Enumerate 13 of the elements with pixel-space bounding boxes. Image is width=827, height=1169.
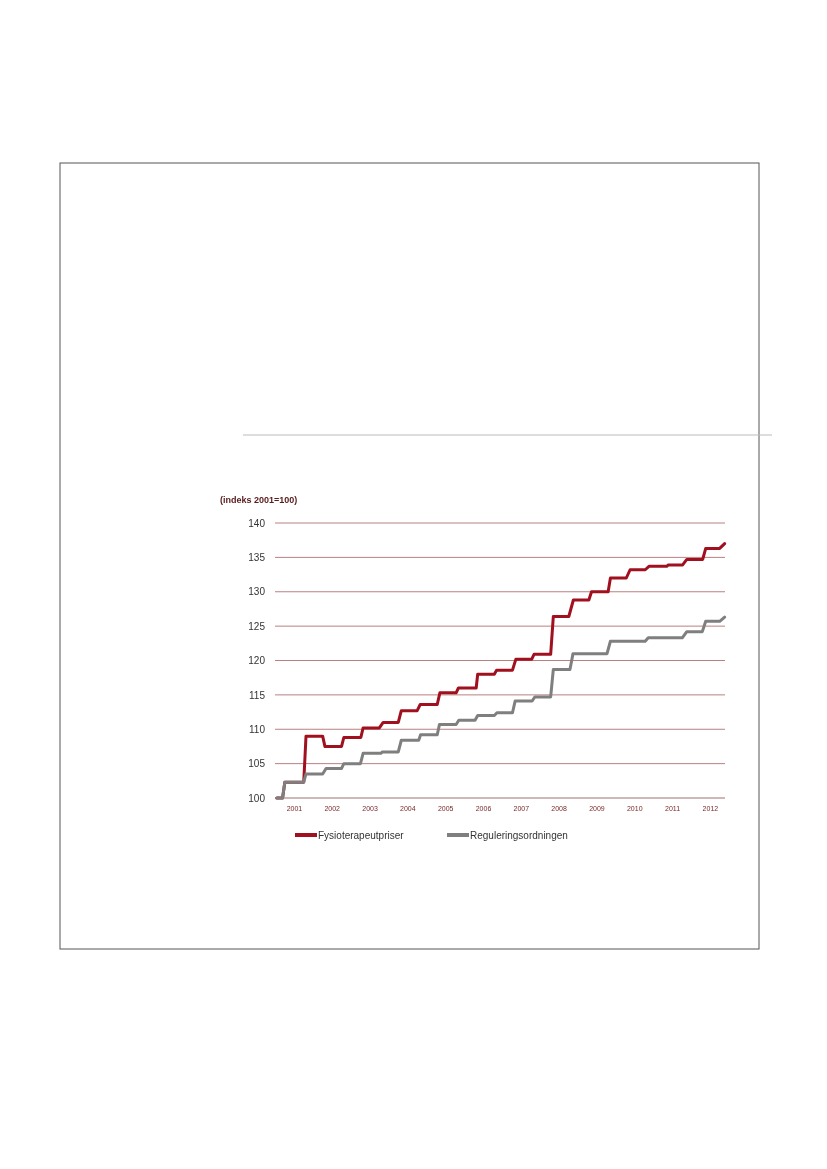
y-axis-title: (indeks 2001=100) (220, 495, 298, 505)
y-tick-label: 100 (248, 792, 266, 804)
y-tick-label: 135 (248, 552, 266, 564)
legend-label: Reguleringsordningen (470, 830, 568, 841)
y-tick-label: 105 (248, 758, 266, 770)
y-tick-label: 120 (248, 655, 266, 667)
y-tick-label: 110 (249, 723, 266, 735)
y-tick-label: 125 (248, 620, 266, 632)
legend-label: Fysioterapeutpriser (318, 830, 405, 841)
y-tick-label: 140 (248, 517, 266, 529)
line-series (275, 615, 727, 800)
y-tick-label: 115 (249, 689, 266, 701)
y-tick-label: 130 (248, 586, 266, 598)
